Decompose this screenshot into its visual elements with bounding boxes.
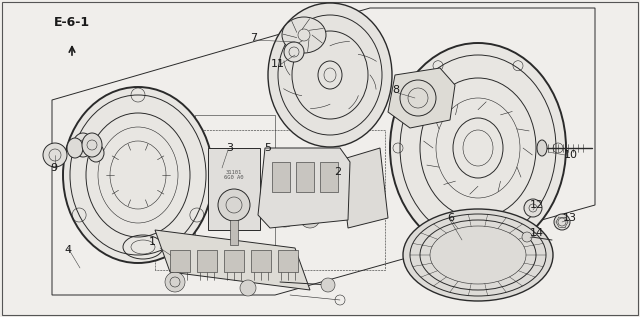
Ellipse shape — [240, 280, 256, 296]
Text: 13: 13 — [563, 213, 577, 223]
Ellipse shape — [63, 87, 213, 263]
Bar — [251, 250, 271, 272]
Ellipse shape — [73, 133, 93, 157]
Ellipse shape — [403, 209, 553, 301]
Ellipse shape — [43, 143, 67, 167]
Ellipse shape — [522, 232, 532, 242]
Bar — [272, 162, 290, 192]
Text: 6: 6 — [447, 213, 454, 223]
Ellipse shape — [67, 138, 83, 158]
Text: 31101
6G0 A0: 31101 6G0 A0 — [224, 170, 244, 180]
Text: 3: 3 — [227, 143, 234, 153]
Polygon shape — [258, 148, 350, 228]
Ellipse shape — [554, 214, 570, 230]
Text: 2: 2 — [335, 167, 342, 177]
Text: 4: 4 — [65, 245, 72, 255]
Bar — [230, 220, 238, 245]
Bar — [320, 162, 338, 192]
Ellipse shape — [82, 133, 102, 157]
Bar — [296, 162, 314, 192]
Text: 8: 8 — [392, 85, 399, 95]
Ellipse shape — [284, 42, 304, 62]
Text: 10: 10 — [564, 150, 578, 160]
Text: 9: 9 — [51, 163, 58, 173]
Ellipse shape — [282, 17, 326, 53]
Text: E-6-1: E-6-1 — [54, 16, 90, 29]
Text: 5: 5 — [264, 143, 271, 153]
Bar — [224, 250, 244, 272]
Ellipse shape — [88, 144, 104, 162]
Ellipse shape — [273, 203, 297, 227]
Polygon shape — [155, 230, 310, 290]
Ellipse shape — [165, 272, 185, 292]
Polygon shape — [388, 68, 455, 128]
Text: 11: 11 — [271, 59, 285, 69]
Bar — [197, 250, 217, 272]
Polygon shape — [340, 148, 388, 228]
Ellipse shape — [537, 140, 547, 156]
Ellipse shape — [321, 278, 335, 292]
Ellipse shape — [524, 199, 542, 217]
Ellipse shape — [268, 3, 392, 147]
Text: 7: 7 — [250, 33, 257, 43]
Text: 1: 1 — [148, 237, 156, 247]
Ellipse shape — [218, 189, 250, 221]
Bar — [170, 250, 190, 272]
Bar — [208, 148, 260, 230]
Text: 14: 14 — [530, 228, 544, 238]
Text: 12: 12 — [530, 200, 544, 210]
Ellipse shape — [390, 43, 566, 253]
Ellipse shape — [300, 208, 320, 228]
Bar — [278, 250, 298, 272]
